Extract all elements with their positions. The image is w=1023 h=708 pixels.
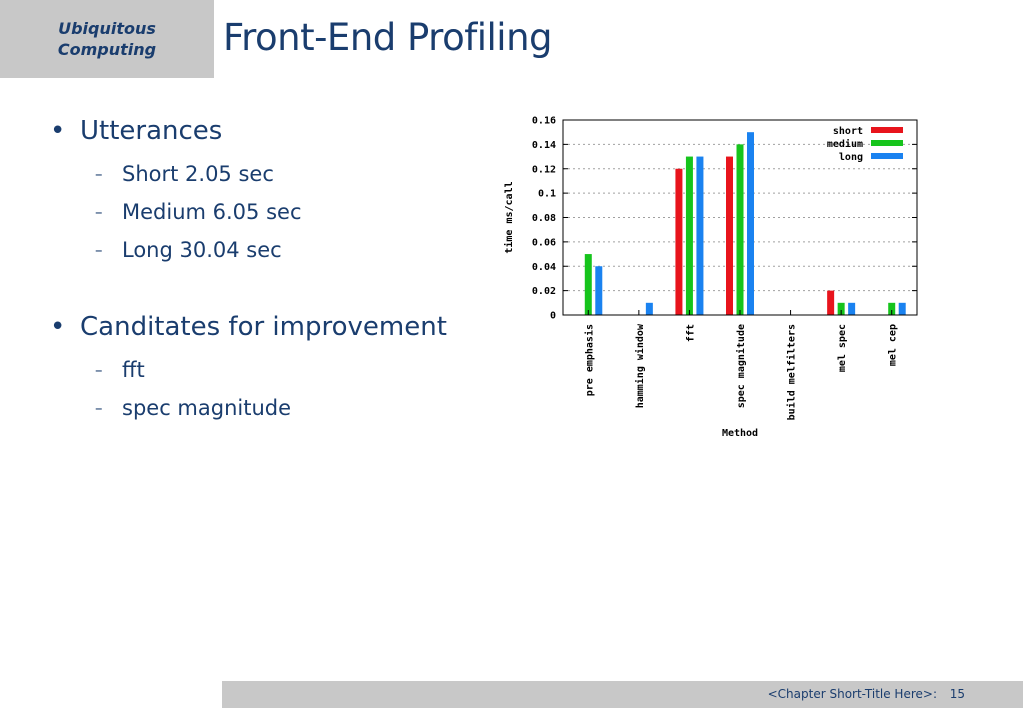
bar-long xyxy=(595,266,603,315)
x-axis-label: Method xyxy=(722,428,758,439)
dash-icon: – xyxy=(95,241,103,259)
legend-label: long xyxy=(839,152,863,163)
bar-long xyxy=(645,302,653,315)
y-tick-label: 0.02 xyxy=(532,286,556,297)
bar-medium xyxy=(837,302,845,315)
legend-label: medium xyxy=(827,138,863,150)
y-tick-label: 0.06 xyxy=(532,237,556,248)
footer-chapter: <Chapter Short-Title Here>: xyxy=(767,687,937,701)
sub-bullet-label: Long 30.04 sec xyxy=(122,238,282,262)
x-tick-label: fft xyxy=(685,324,696,342)
bar-chart: 0 0.02 0.04 0.06 0.08 0.1 0.12 0.14 0.16 pre emph… xyxy=(490,108,930,448)
dash-icon: – xyxy=(95,203,103,221)
bullet-dot-icon: • xyxy=(50,312,66,342)
legend-swatch xyxy=(871,127,903,133)
bar-medium xyxy=(685,156,693,315)
bar-long xyxy=(898,302,906,315)
sub-bullet-label: fft xyxy=(122,358,145,382)
x-tick-label: pre emphasis xyxy=(583,324,595,396)
chart-svg: 0 0.02 0.04 0.06 0.08 0.1 0.12 0.14 0.16 pre emph… xyxy=(503,116,918,439)
bar-long xyxy=(848,302,856,315)
footer-page-number: 15 xyxy=(949,687,965,701)
dash-icon: – xyxy=(95,399,103,417)
bullet-label: Utterances xyxy=(80,116,223,146)
y-tick-label: 0 xyxy=(550,311,556,322)
bar-short xyxy=(675,168,683,315)
dash-icon: – xyxy=(95,361,103,379)
bar-medium xyxy=(584,254,592,315)
y-axis-label: time ms/call xyxy=(503,181,515,253)
logo-line-2: Computing xyxy=(57,40,157,59)
bullet-list: • Utterances – Short 2.05 sec – Medium 6… xyxy=(0,0,500,500)
dash-icon: – xyxy=(95,165,103,183)
y-tick-label: 0.1 xyxy=(538,189,556,200)
x-tick-label: mel spec xyxy=(837,324,848,372)
x-tick-label: build melfilters xyxy=(786,324,798,420)
y-tick-label: 0.12 xyxy=(532,164,556,175)
logo-box: Ubiquitous Computing xyxy=(0,0,214,78)
y-tick-label: 0.04 xyxy=(532,262,556,273)
bar-medium xyxy=(888,302,896,315)
plot-frame xyxy=(562,119,918,316)
bullet-label: Canditates for improvement xyxy=(80,312,447,342)
bar-long xyxy=(696,156,704,315)
bar-short xyxy=(827,290,835,315)
bar-long xyxy=(747,132,754,315)
sub-bullet-label: spec magnitude xyxy=(122,396,292,420)
x-tick-label: spec magnitude xyxy=(735,324,747,408)
legend-swatch xyxy=(871,140,903,146)
footer-bar: <Chapter Short-Title Here>: 15 xyxy=(222,681,1023,708)
y-tick-label: 0.14 xyxy=(532,140,556,151)
bullet-dot-icon: • xyxy=(50,116,66,146)
x-tick-label: hamming window xyxy=(634,323,646,408)
sub-bullet-label: Short 2.05 sec xyxy=(122,162,274,186)
legend-label: short xyxy=(833,126,863,137)
y-tick-label: 0.08 xyxy=(532,213,556,224)
y-tick-label: 0.16 xyxy=(532,116,556,127)
bar-medium xyxy=(736,144,744,315)
logo-line-1: Ubiquitous xyxy=(58,19,156,38)
sub-bullet-label: Medium 6.05 sec xyxy=(122,200,302,224)
slide-title: Front-End Profiling xyxy=(223,16,553,59)
x-tick-label: mel cep xyxy=(888,324,899,366)
bar-short xyxy=(726,156,733,315)
legend-swatch xyxy=(871,153,903,159)
